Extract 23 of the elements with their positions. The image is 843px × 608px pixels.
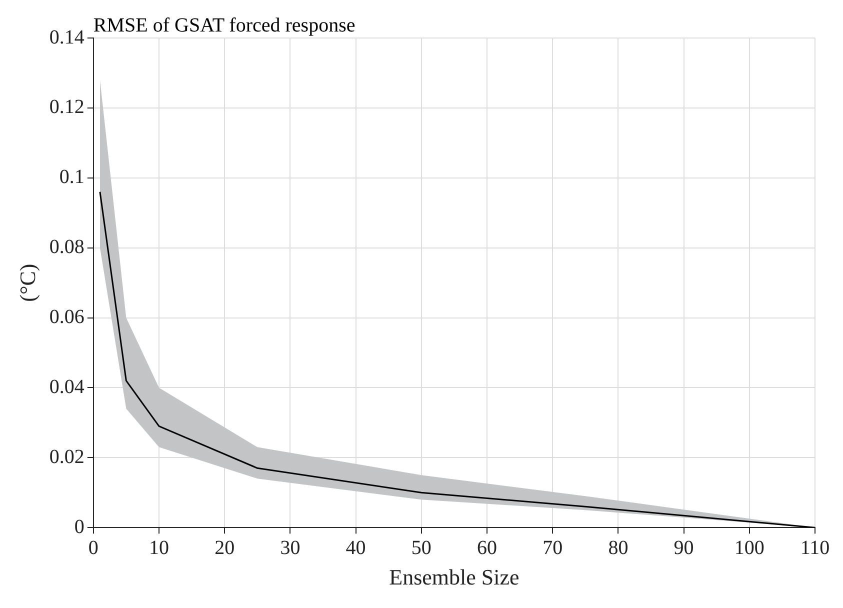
y-tick-label: 0.12: [49, 96, 84, 118]
x-tick-label: 70: [542, 536, 563, 559]
x-tick-label: 90: [674, 536, 694, 559]
chart-title: RMSE of GSAT forced response: [93, 14, 356, 36]
x-tick-label: 0: [88, 536, 98, 559]
y-tick-label: 0.02: [49, 446, 84, 468]
x-tick-label: 40: [346, 536, 366, 559]
y-tick-label: 0.1: [59, 166, 84, 188]
x-tick-label: 20: [214, 536, 235, 559]
y-tick-label: 0.08: [49, 236, 84, 258]
y-axis-title: (°C): [14, 264, 40, 302]
x-tick-label: 100: [734, 536, 764, 559]
x-axis-title: Ensemble Size: [389, 564, 520, 590]
x-tick-label: 60: [477, 536, 497, 559]
y-tick-label: 0.04: [49, 376, 84, 398]
x-tick-label: 10: [149, 536, 169, 559]
y-tick-label: 0.06: [49, 306, 84, 328]
x-tick-label: 30: [280, 536, 300, 559]
x-tick-label: 110: [800, 536, 830, 559]
y-tick-label: 0: [74, 516, 84, 538]
x-tick-label: 50: [411, 536, 432, 559]
y-tick-label: 0.14: [49, 26, 84, 48]
x-tick-label: 80: [608, 536, 628, 559]
